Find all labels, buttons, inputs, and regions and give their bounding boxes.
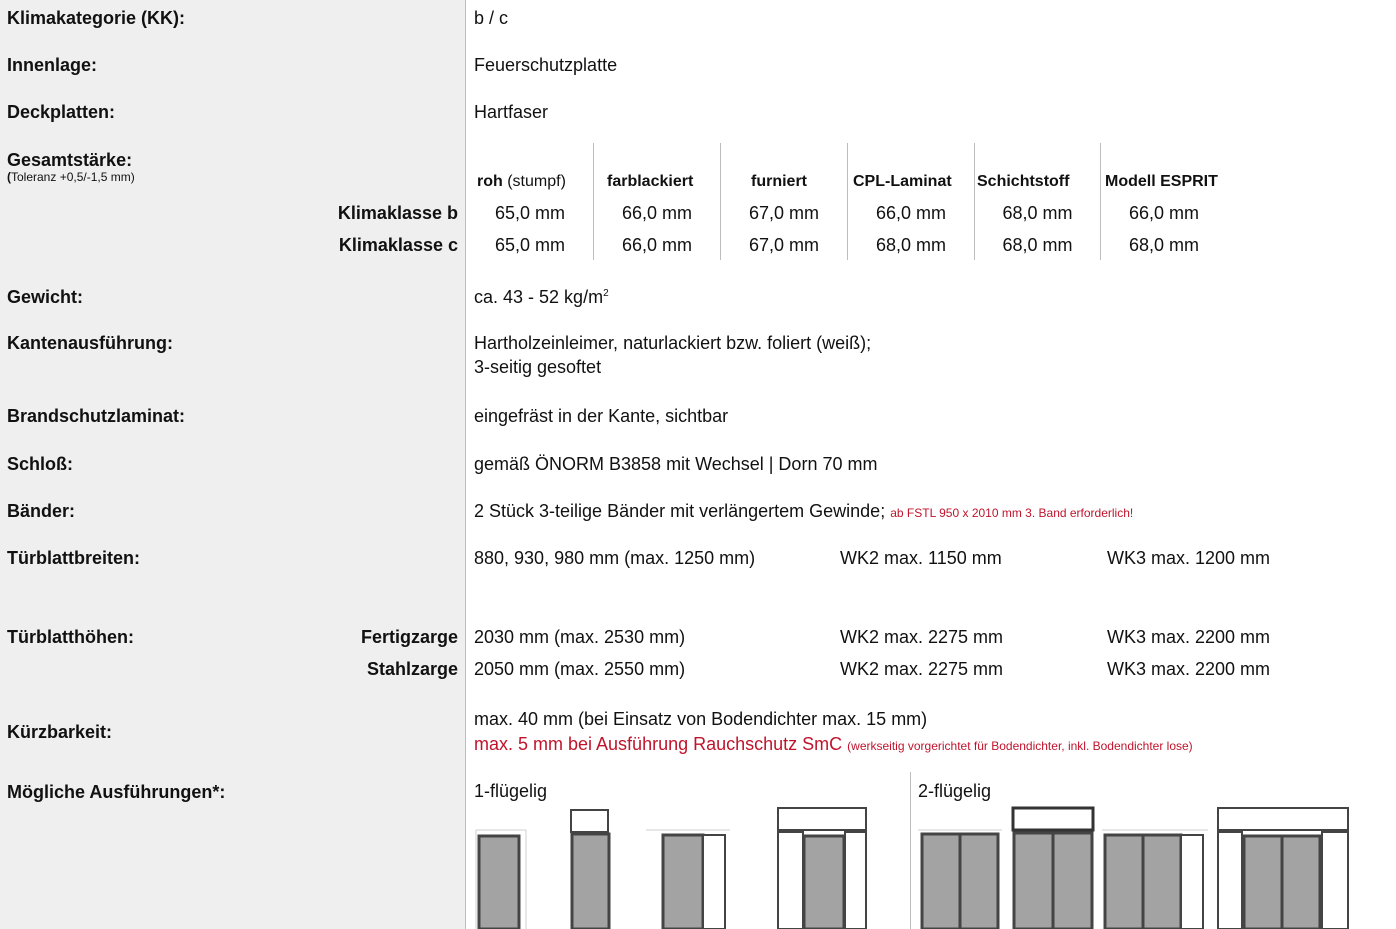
thickness-header-cpl: CPL-Laminat — [853, 173, 952, 190]
label-kuerzbarkeit: Kürzbarkeit: — [7, 722, 113, 742]
value-hoehe-stahlzarge-wk2: WK2 max. 2275 mm — [840, 659, 1004, 679]
label-brandschutzlaminat: Brandschutzlaminat: — [7, 406, 186, 426]
value-breiten-wk2: WK2 max. 1150 mm — [840, 548, 1002, 568]
door-section-separator — [910, 772, 911, 929]
value-hoehe-fertigzarge-wk3: WK3 max. 2200 mm — [1107, 627, 1271, 647]
value-hoehe-fertigzarge-wk2: WK2 max. 2275 mm — [840, 627, 1004, 647]
value-kuerz-line2: max. 5 mm bei Ausführung Rauchschutz SmC… — [474, 734, 1193, 754]
door-single-transom-icon — [570, 809, 611, 929]
value-gewicht: ca. 43 - 52 kg/m2 — [474, 287, 609, 307]
value-breiten-wk3: WK3 max. 1200 mm — [1107, 548, 1271, 568]
label-gesamtstaerke: Gesamtstärke: — [7, 150, 133, 170]
value-hoehe-fertigzarge: 2030 mm (max. 2530 mm) — [474, 627, 686, 647]
value-schloss: gemäß ÖNORM B3858 mit Wechsel | Dorn 70 … — [474, 454, 878, 474]
value-kuerz-line1: max. 40 mm (bei Einsatz von Bodendichter… — [474, 709, 928, 729]
thickness-cell: 68,0 mm — [1128, 235, 1200, 255]
door-double-icon — [918, 829, 1002, 929]
door-double-transom-icon — [1011, 806, 1095, 929]
kuerz-note: (werkseitig vorgerichtet für Bodendichte… — [847, 739, 1193, 753]
thickness-header-roh: roh (stumpf) — [477, 173, 566, 190]
thickness-cell: 67,0 mm — [748, 203, 820, 223]
thickness-cell: 66,0 mm — [621, 235, 693, 255]
table-separator — [593, 143, 594, 260]
label-schloss: Schloß: — [7, 454, 73, 474]
thickness-header-schichtstoff: Schichtstoff — [977, 173, 1070, 190]
thickness-cell: 66,0 mm — [621, 203, 693, 223]
label-einfluegelig: 1-flügelig — [474, 781, 548, 801]
label-toleranz: (Toleranz +0,5/-1,5 mm) — [7, 170, 135, 184]
value-kanten-line2: 3-seitig gesoftet — [474, 357, 602, 377]
value-hoehe-stahlzarge-wk3: WK3 max. 2200 mm — [1107, 659, 1271, 679]
value-hoehe-stahlzarge: 2050 mm (max. 2550 mm) — [474, 659, 686, 679]
value-klimakategorie: b / c — [474, 8, 509, 28]
label-fertigzarge: Fertigzarge — [360, 627, 458, 647]
label-tuerblatthoehen: Türblatthöhen: — [7, 627, 134, 647]
baender-note: ab FSTL 950 x 2010 mm 3. Band erforderli… — [890, 506, 1134, 520]
door-single-sidelight-icon — [646, 829, 730, 929]
thickness-cell: 68,0 mm — [1002, 235, 1073, 255]
door-variants-diagram — [475, 806, 1349, 929]
table-separator — [1100, 143, 1101, 260]
label-zweifluegelig: 2-flügelig — [918, 781, 992, 801]
thickness-cell: 66,0 mm — [875, 203, 947, 223]
label-baender: Bänder: — [7, 501, 76, 521]
label-gewicht: Gewicht: — [7, 287, 84, 307]
thickness-header-farblackiert: farblackiert — [607, 173, 694, 190]
door-single-sidelights-transom-icon — [777, 807, 867, 929]
value-baender: 2 Stück 3-teilige Bänder mit verlängerte… — [474, 501, 1134, 521]
table-separator — [974, 143, 975, 260]
column-divider — [465, 0, 466, 929]
thickness-cell: 68,0 mm — [875, 235, 947, 255]
value-deckplatten: Hartfaser — [474, 102, 549, 122]
thickness-cell: 65,0 mm — [494, 203, 566, 223]
label-klimaklasse-b: Klimaklasse b — [337, 203, 458, 223]
door-single-icon — [475, 829, 527, 929]
label-stahlzarge: Stahlzarge — [366, 659, 458, 679]
thickness-cell: 66,0 mm — [1128, 203, 1200, 223]
thickness-cell: 67,0 mm — [748, 235, 820, 255]
thickness-header-esprit: Modell ESPRIT — [1105, 173, 1218, 190]
table-separator — [847, 143, 848, 260]
table-separator — [720, 143, 721, 260]
thickness-cell: 68,0 mm — [1002, 203, 1073, 223]
label-deckplatten: Deckplatten: — [7, 102, 116, 122]
value-breiten-standard: 880, 930, 980 mm (max. 1250 mm) — [474, 548, 756, 568]
door-double-sidelights-transom-icon — [1217, 807, 1349, 929]
thickness-cell: 65,0 mm — [494, 235, 566, 255]
label-innenlage: Innenlage: — [7, 55, 98, 75]
label-kantenausfuehrung: Kantenausführung: — [7, 333, 173, 353]
label-tuerblattbreiten: Türblattbreiten: — [7, 548, 140, 568]
label-column-background — [0, 0, 465, 929]
label-klimakategorie: Klimakategorie (KK): — [7, 8, 186, 28]
label-klimaklasse-c: Klimaklasse c — [338, 235, 458, 255]
door-double-sidelight-icon — [1102, 829, 1208, 929]
label-moegliche-ausfuehrungen: Mögliche Ausführungen*: — [7, 782, 226, 802]
thickness-header-furniert: furniert — [751, 173, 807, 190]
value-brandschutzlaminat: eingefräst in der Kante, sichtbar — [474, 406, 729, 426]
value-kanten-line1: Hartholzeinleimer, naturlackiert bzw. fo… — [474, 333, 872, 353]
value-innenlage: Feuerschutzplatte — [474, 55, 618, 75]
